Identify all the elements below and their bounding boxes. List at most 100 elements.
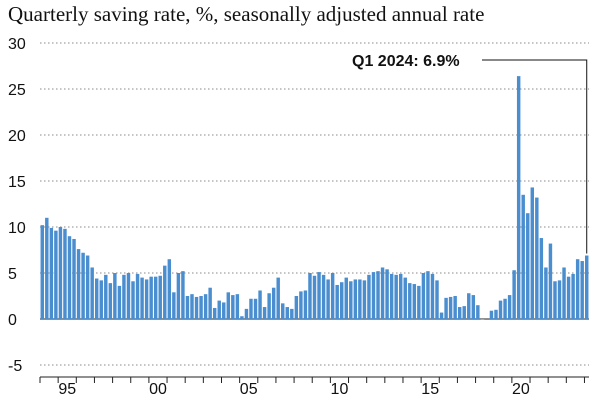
bar-84 xyxy=(421,273,426,319)
bar-105 xyxy=(516,76,521,320)
axis-layer: 30 25 20 15 10 5 0 -5 95 00 05 10 15 20 xyxy=(8,36,589,398)
bar-23 xyxy=(144,279,149,319)
bar-39 xyxy=(217,300,221,319)
bar-85 xyxy=(426,271,430,319)
bar-76 xyxy=(385,269,389,319)
bar-46 xyxy=(249,298,253,319)
bar-91 xyxy=(453,296,457,319)
bar-9 xyxy=(81,252,85,319)
bar-114 xyxy=(557,280,562,319)
x-tick-label-3: 10 xyxy=(331,381,349,398)
bar-6 xyxy=(67,236,72,319)
bar-7 xyxy=(72,238,76,319)
bar-69 xyxy=(353,279,358,319)
bar-1 xyxy=(45,217,49,319)
bar-44 xyxy=(240,316,244,319)
bar-8 xyxy=(76,249,81,319)
bar-64 xyxy=(330,273,335,319)
bar-2 xyxy=(49,227,54,319)
y-tick-label-7: -5 xyxy=(8,358,22,375)
bar-95 xyxy=(471,295,476,319)
bar-60 xyxy=(312,275,317,319)
bar-20 xyxy=(131,281,135,319)
bar-98 xyxy=(485,319,489,320)
bar-65 xyxy=(335,284,339,319)
bar-54 xyxy=(285,307,290,319)
bar-28 xyxy=(167,259,172,319)
bar-77 xyxy=(389,273,394,319)
bar-49 xyxy=(262,307,267,319)
bar-67 xyxy=(344,277,348,319)
bar-96 xyxy=(476,305,480,319)
bar-92 xyxy=(457,307,462,319)
chart-title: Quarterly saving rate, %, seasonally adj… xyxy=(8,2,485,26)
bar-37 xyxy=(208,287,212,319)
bar-118 xyxy=(575,259,580,319)
y-tick-label-6: 0 xyxy=(8,312,17,329)
x-tick-label-2: 05 xyxy=(240,381,258,398)
bar-78 xyxy=(394,274,398,319)
bar-119 xyxy=(580,261,584,319)
bar-56 xyxy=(294,296,299,319)
bar-34 xyxy=(194,296,199,319)
bar-5 xyxy=(63,228,67,319)
bar-31 xyxy=(181,271,185,319)
bar-112 xyxy=(548,243,553,319)
x-tick-label-1: 00 xyxy=(149,381,167,398)
bar-90 xyxy=(448,296,453,319)
bar-86 xyxy=(430,273,435,319)
x-tick-label-4: 15 xyxy=(421,381,439,398)
bar-81 xyxy=(408,283,412,319)
bar-111 xyxy=(544,267,548,319)
bar-107 xyxy=(526,213,530,319)
y-tick-label-0: 30 xyxy=(8,36,26,53)
bar-14 xyxy=(104,274,108,319)
bar-108 xyxy=(530,187,535,319)
bar-10 xyxy=(85,255,90,319)
bar-22 xyxy=(140,277,144,319)
bar-61 xyxy=(317,272,321,319)
bar-74 xyxy=(376,271,380,319)
bar-50 xyxy=(267,293,271,319)
bar-13 xyxy=(99,280,103,319)
x-tick-label-5: 20 xyxy=(512,381,530,398)
bar-66 xyxy=(339,282,344,319)
bar-27 xyxy=(163,265,167,319)
bar-104 xyxy=(512,270,516,319)
bar-26 xyxy=(158,275,162,319)
y-tick-label-1: 25 xyxy=(8,82,26,99)
bar-72 xyxy=(367,274,371,319)
bar-110 xyxy=(539,238,544,319)
bar-layer xyxy=(40,76,589,320)
bar-48 xyxy=(258,290,262,319)
bar-30 xyxy=(176,273,181,319)
bar-63 xyxy=(326,279,330,319)
bar-99 xyxy=(489,310,494,319)
bar-38 xyxy=(212,307,217,319)
bar-109 xyxy=(535,197,539,319)
bar-52 xyxy=(276,277,280,319)
bar-70 xyxy=(358,279,362,319)
bar-79 xyxy=(398,273,403,319)
bar-71 xyxy=(362,280,367,319)
bar-19 xyxy=(126,273,131,319)
bar-24 xyxy=(149,276,153,319)
y-tick-label-5: 5 xyxy=(8,266,17,283)
bar-73 xyxy=(371,272,376,319)
bar-59 xyxy=(308,273,312,319)
bar-89 xyxy=(444,297,448,319)
bar-94 xyxy=(467,293,471,319)
bar-3 xyxy=(54,230,58,319)
bar-45 xyxy=(244,308,249,319)
bar-57 xyxy=(299,291,303,319)
bar-116 xyxy=(566,276,571,319)
bar-32 xyxy=(185,296,190,319)
bar-102 xyxy=(503,298,507,319)
bar-62 xyxy=(321,274,326,319)
bar-21 xyxy=(135,273,140,319)
callout-label: Q1 2024: 6.9% xyxy=(352,53,460,70)
x-tick-label-0: 95 xyxy=(58,381,76,398)
y-tick-label-2: 20 xyxy=(8,128,26,145)
